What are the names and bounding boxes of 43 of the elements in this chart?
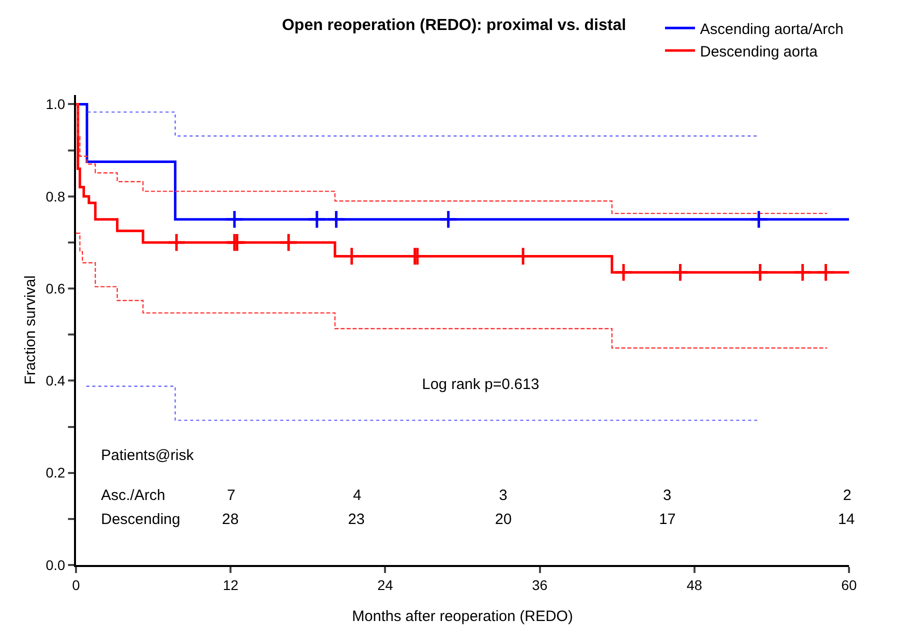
point — [670, 262, 690, 282]
point — [816, 262, 836, 282]
point — [749, 210, 768, 230]
point — [614, 262, 634, 282]
point — [278, 232, 298, 252]
annotation: 14 — [838, 511, 855, 528]
point — [792, 262, 812, 282]
legend-label: Ascending aorta/Arch — [700, 20, 844, 38]
annotation: Log rank p=0.613 — [422, 376, 540, 393]
annotation: 23 — [348, 511, 365, 528]
annotation: 7 — [227, 487, 236, 504]
annotation: 17 — [659, 511, 676, 528]
y-tick-label: 0.8 — [46, 188, 66, 204]
x-tick-label: 12 — [222, 576, 239, 593]
annotation: 28 — [222, 511, 239, 528]
annotation: Asc./Arch — [101, 487, 166, 504]
y-tick-label: 0.4 — [46, 372, 66, 389]
point — [307, 210, 327, 230]
y-tick-label: 0.2 — [46, 464, 66, 481]
y-axis-title: Fraction survival — [22, 275, 39, 385]
legend-label: Descending aorta — [700, 43, 818, 60]
x-tick-label: 36 — [532, 576, 548, 593]
point — [438, 210, 458, 230]
x-tick-label: 48 — [686, 576, 702, 593]
point — [166, 232, 186, 252]
point — [326, 210, 346, 230]
point — [224, 210, 244, 230]
annotation: Descending — [101, 511, 180, 528]
point — [750, 262, 770, 282]
x-tick-label: 0 — [72, 576, 80, 593]
chart-title: Open reoperation (REDO): proximal vs. distal — [282, 16, 626, 34]
x-tick-label: 24 — [377, 576, 394, 593]
annotation: 20 — [495, 511, 512, 528]
annotation: 3 — [663, 487, 672, 504]
y-tick-label: 0.6 — [46, 280, 66, 296]
annotation: 4 — [353, 487, 362, 504]
annotation: 2 — [843, 487, 852, 504]
y-tick-label: 1.0 — [46, 96, 66, 112]
annotation: 3 — [499, 487, 508, 504]
x-axis-title: Months after reoperation (REDO) — [352, 608, 573, 625]
x-tick-label: 60 — [841, 576, 857, 593]
annotation: Patients@risk — [101, 447, 194, 464]
y-tick-label: 0.0 — [46, 556, 66, 573]
